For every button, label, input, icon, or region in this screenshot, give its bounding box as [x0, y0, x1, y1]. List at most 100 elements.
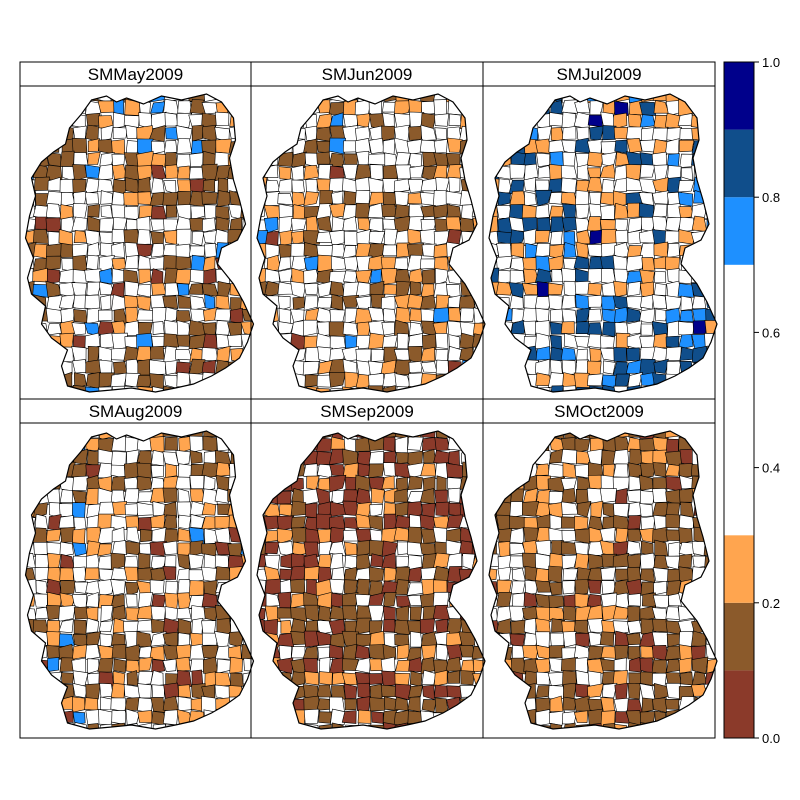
- district: [640, 323, 653, 336]
- district: [150, 618, 166, 634]
- district: [445, 164, 462, 182]
- district: [341, 710, 357, 724]
- district: [241, 631, 254, 646]
- district: [652, 138, 669, 155]
- district: [277, 295, 291, 311]
- district: [306, 578, 318, 596]
- district: [522, 320, 539, 336]
- district: [202, 656, 219, 675]
- district: [614, 682, 628, 701]
- district: [177, 527, 191, 542]
- district: [445, 462, 464, 479]
- district: [395, 307, 412, 324]
- district: [151, 594, 167, 609]
- district: [276, 450, 293, 464]
- district: [263, 216, 279, 234]
- district: [587, 360, 602, 375]
- district: [304, 346, 321, 363]
- district: [355, 202, 371, 219]
- district: [266, 125, 279, 143]
- district: [448, 334, 461, 350]
- district: [137, 722, 152, 729]
- district: [409, 606, 423, 621]
- district: [257, 724, 266, 729]
- district: [587, 683, 604, 698]
- district: [496, 124, 514, 141]
- district: [98, 139, 114, 155]
- district: [471, 372, 485, 388]
- district: [679, 360, 694, 377]
- district: [228, 526, 244, 543]
- district: [329, 605, 347, 621]
- district: [257, 347, 269, 364]
- district: [264, 268, 281, 284]
- district: [342, 448, 359, 466]
- district: [497, 555, 514, 571]
- district: [497, 450, 511, 465]
- district: [175, 243, 191, 260]
- district: [87, 138, 100, 153]
- district: [316, 437, 333, 453]
- district: [242, 373, 254, 388]
- district: [575, 203, 590, 220]
- district: [176, 138, 193, 154]
- district: [677, 191, 694, 207]
- district: [652, 501, 669, 517]
- district: [447, 345, 462, 362]
- district: [535, 242, 551, 258]
- district: [302, 360, 320, 376]
- district: [191, 124, 204, 142]
- district: [489, 631, 501, 648]
- district: [201, 566, 218, 583]
- district: [382, 643, 397, 662]
- map-panel-4: SMAug2009: [19, 398, 255, 739]
- district: [705, 190, 717, 207]
- district: [279, 373, 294, 389]
- district: [111, 139, 126, 155]
- district: [202, 322, 217, 337]
- district: [72, 164, 88, 182]
- district: [165, 164, 180, 179]
- district: [136, 243, 153, 259]
- district: [190, 697, 204, 712]
- district: [603, 360, 616, 375]
- district: [357, 709, 372, 725]
- district: [111, 450, 127, 467]
- district: [407, 475, 423, 491]
- district: [472, 94, 485, 102]
- district: [228, 124, 244, 141]
- district: [575, 632, 590, 647]
- district: [242, 698, 254, 713]
- district: [163, 501, 178, 518]
- district: [257, 489, 265, 503]
- district: [124, 581, 140, 596]
- district: [665, 514, 682, 529]
- district: [639, 683, 656, 700]
- district: [98, 620, 114, 633]
- district: [190, 254, 205, 272]
- district: [355, 553, 372, 571]
- district: [280, 98, 294, 115]
- district: [574, 695, 591, 712]
- district: [473, 164, 485, 182]
- color-key-tick-label: 0.4: [762, 461, 780, 476]
- district: [381, 670, 398, 687]
- district: [45, 449, 62, 464]
- district: [395, 164, 412, 180]
- district: [563, 231, 576, 247]
- district: [690, 270, 707, 284]
- district: [87, 242, 101, 259]
- district: [84, 567, 100, 581]
- district: [177, 283, 190, 296]
- district: [189, 475, 205, 490]
- district: [59, 431, 74, 440]
- district: [178, 724, 192, 729]
- district: [561, 501, 579, 515]
- district: [227, 241, 245, 259]
- district: [45, 438, 61, 453]
- district: [407, 566, 424, 583]
- district: [410, 631, 423, 648]
- district: [290, 242, 307, 258]
- district: [316, 684, 332, 698]
